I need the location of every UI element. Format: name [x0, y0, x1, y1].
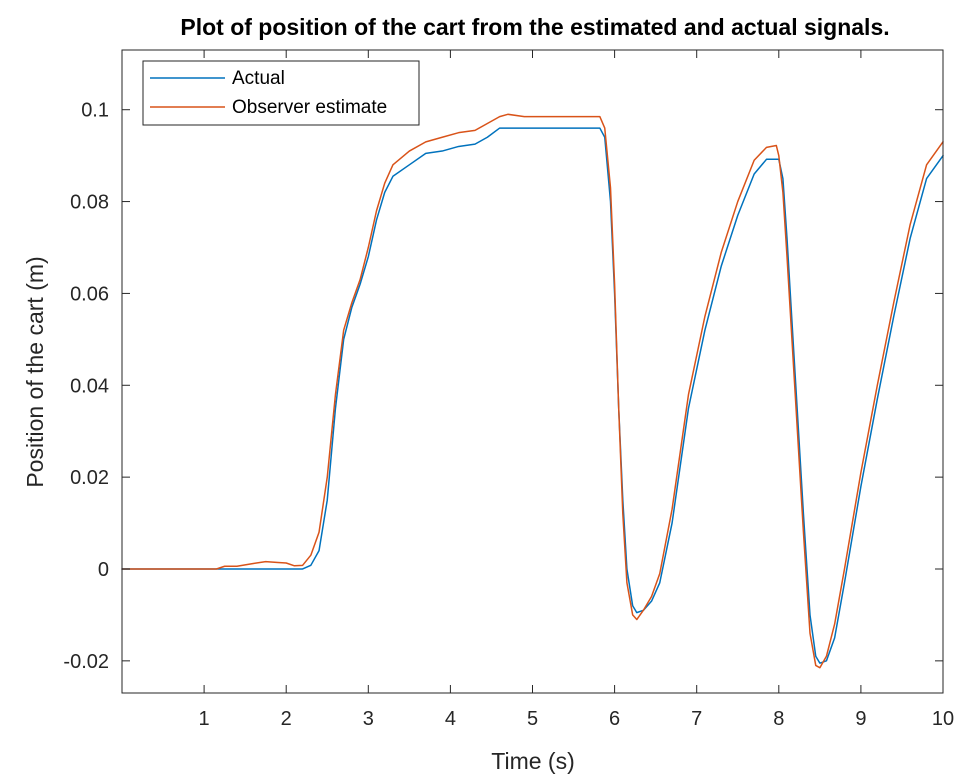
y-tick-label: 0.02 [70, 467, 109, 489]
legend: Actual Observer estimate [142, 60, 420, 126]
y-tick-label: 0 [98, 559, 109, 581]
y-tick-label: 0.06 [70, 283, 109, 305]
y-tick-label: 0.04 [70, 375, 109, 397]
series-group [121, 113, 944, 669]
chart-title: Plot of position of the cart from the es… [180, 14, 889, 40]
x-tick-label: 9 [855, 708, 866, 730]
y-tick-label: 0.1 [81, 100, 109, 122]
x-tick-label: 4 [445, 708, 456, 730]
x-tick-label: 6 [609, 708, 620, 730]
legend-label-actual: Actual [232, 68, 285, 89]
y-tick-label: 0.08 [70, 192, 109, 214]
x-tick-label: 2 [281, 708, 292, 730]
x-tick-label: 3 [363, 708, 374, 730]
legend-label-observer: Observer estimate [232, 97, 387, 118]
tick-group: 1 2 3 4 5 6 7 8 9 10 -0.02 0 0.02 0.04 0.06 0.08 0.1 [63, 50, 954, 730]
x-tick-label: 7 [691, 708, 702, 730]
x-axis-label: Time (s) [491, 748, 574, 774]
y-axis-label: Position of the cart (m) [22, 256, 48, 487]
x-tick-label: 1 [199, 708, 210, 730]
y-tick-label: -0.02 [63, 651, 109, 673]
series-line-1 [121, 113, 944, 669]
x-tick-label: 8 [773, 708, 784, 730]
plot-area [122, 50, 943, 693]
legend-box [142, 60, 420, 126]
x-tick-label: 10 [932, 708, 954, 730]
x-tick-label: 5 [527, 708, 538, 730]
